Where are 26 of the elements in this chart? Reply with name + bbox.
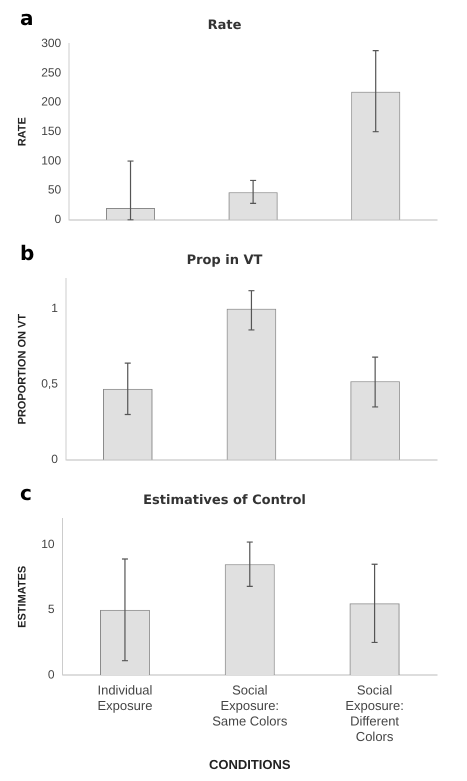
text: a — [20, 6, 34, 30]
y-tick-label: 5 — [48, 602, 55, 616]
y-axis-title: RATE — [16, 117, 29, 146]
x-tick-label: Social Exposure: Different Colors — [345, 682, 404, 744]
y-tick-label: 150 — [41, 124, 62, 138]
y-axis-title: PROPORTION ON VT — [16, 314, 29, 425]
y-tick-label: 1 — [51, 301, 58, 316]
text: c — [20, 481, 32, 506]
y-tick-label: 10 — [41, 536, 55, 551]
y-tick-label: 250 — [41, 65, 62, 80]
text: b — [20, 241, 34, 266]
x-tick-label: Individual Exposure — [97, 682, 153, 713]
y-tick-label: 200 — [41, 94, 62, 109]
y-tick-label: 100 — [41, 153, 62, 168]
chart-title: Prop in VT — [186, 253, 263, 268]
y-axis-title: ESTIMATES — [16, 566, 29, 628]
y-tick-label: 0 — [54, 212, 62, 226]
y-tick-label: 0 — [48, 667, 55, 682]
y-tick-label: 0,5 — [41, 376, 58, 391]
y-tick-label: 0 — [51, 452, 58, 466]
chart-title: Estimatives of Control — [143, 493, 306, 508]
y-tick-label: 300 — [41, 36, 62, 50]
x-axis-title: CONDITIONS — [208, 756, 291, 772]
y-tick-label: 50 — [48, 182, 62, 197]
x-tick-label: Social Exposure: Same Colors — [212, 682, 288, 729]
chart-title: Rate — [208, 18, 242, 34]
